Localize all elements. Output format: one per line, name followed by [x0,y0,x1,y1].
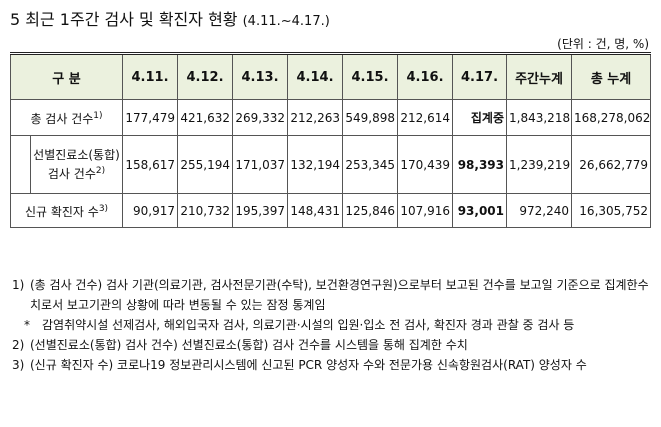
table-cell: 212,614 [397,99,454,136]
table-cell: 253,345 [342,135,399,194]
header-cell: 4.17. [452,53,508,100]
table-cell: 972,240 [506,193,573,228]
table-cell: 집계중 [452,99,508,136]
table-cell: 168,278,062 [571,99,652,136]
row-label-note: 3) [98,204,109,214]
header-cell: 4.13. [232,53,289,100]
row-label-text: 신규 확진자 수 [24,205,99,219]
header-cell: 4.14. [287,53,344,100]
table-cell: 125,846 [342,193,399,228]
table-cell: 269,332 [232,99,289,136]
table: 구 분 4.11. 4.12. 4.13. 4.14. 4.15. 4.16. 4.17. 주간… [9,52,652,228]
note-text: 감염취약시설 선제검사, 해외입국자 검사, 의료기관·시설의 입원·입소 전 … [42,318,575,332]
row-label: 신규 확진자 수3) [9,193,124,228]
note-text: (신규 확진자 수) 코로나19 정보관리시스템에 신고된 PCR 양성자 수와… [30,358,587,372]
table-cell: 421,632 [177,99,234,136]
header-cell: 4.16. [397,53,454,100]
note-text: (총 검사 건수) 검사 기관(의료기관, 검사전문기관(수탁), 보건환경연구… [30,278,649,312]
title-period: (4.11.~4.17.) [242,14,330,29]
table-cell: 170,439 [397,135,454,194]
note: 2) (선별진료소(통합) 검사 건수) 선별진료소(통합) 검사 건수를 시스템… [12,335,652,355]
table-cell: 195,397 [232,193,289,228]
indent-cell [10,135,31,194]
note: 1) (총 검사 건수) 검사 기관(의료기관, 검사전문기관(수탁), 보건환경… [12,275,652,315]
note-marker: 3) [12,358,25,372]
table-row: 총 검사 건수1) 177,479 421,632 269,332 212,263 549… [9,99,652,136]
note: 3) (신규 확진자 수) 코로나19 정보관리시스템에 신고된 PCR 양성자 … [12,355,652,375]
table-cell: 549,898 [342,99,399,136]
table-cell: 132,194 [287,135,344,194]
table-cell: 107,916 [397,193,454,228]
table-cell: 212,263 [287,99,344,136]
row-label: 총 검사 건수1) [9,99,124,136]
header-row: 구 분 4.11. 4.12. 4.13. 4.14. 4.15. 4.16. 4.17. 주간… [9,53,652,100]
row-label-text: 선별진료소(통합) 검사 건수 [33,148,120,181]
table-row: 선별진료소(통합) 검사 건수2) 158,617 255,194 171,037 13… [10,135,652,194]
table-cell: 148,431 [287,193,344,228]
note: * 감염취약시설 선제검사, 해외입국자 검사, 의료기관·시설의 입원·입소 전… [12,315,652,335]
table-cell: 16,305,752 [571,193,652,228]
note-marker: 2) [12,338,25,352]
table-cell: 93,001 [452,193,508,228]
table-cell: 210,732 [177,193,234,228]
table-cell: 177,479 [122,99,179,136]
row-label-note: 1) [93,111,103,121]
note-text: (선별진료소(통합) 검사 건수) 선별진료소(통합) 검사 건수를 시스템을 … [30,338,468,352]
table-cell: 158,617 [122,135,179,194]
table-cell: 1,239,219 [506,135,573,194]
header-cell: 4.15. [342,53,399,100]
table-cell: 255,194 [177,135,234,194]
header-cell: 4.12. [177,53,234,100]
notes: 1) (총 검사 건수) 검사 기관(의료기관, 검사전문기관(수탁), 보건환경… [12,275,652,375]
title-text: 5 최근 1주간 검사 및 확진자 현황 [10,10,238,29]
header-cell: 주간누계 [506,53,573,100]
table-cell: 1,843,218 [506,99,573,136]
table-cell: 98,393 [452,135,508,194]
table-row: 신규 확진자 수3) 90,917 210,732 195,397 148,431 125… [9,193,652,228]
row-label-note: 2) [95,166,106,176]
title: 5 최근 1주간 검사 및 확진자 현황 (4.11.~4.17.) [10,6,330,30]
header-cell: 구 분 [9,53,124,100]
row-label-text: 총 검사 건수 [30,112,94,126]
table-cell: 26,662,779 [571,135,652,194]
unit: (단위 : 건, 명, %) [557,37,649,51]
table-cell: 90,917 [122,193,179,228]
table-cell: 171,037 [232,135,289,194]
header-cell: 4.11. [122,53,179,100]
note-marker: 1) [12,278,25,292]
row-label: 선별진료소(통합) 검사 건수2) [29,135,124,194]
note-marker: * [24,318,30,332]
header-cell: 총 누계 [571,53,652,100]
